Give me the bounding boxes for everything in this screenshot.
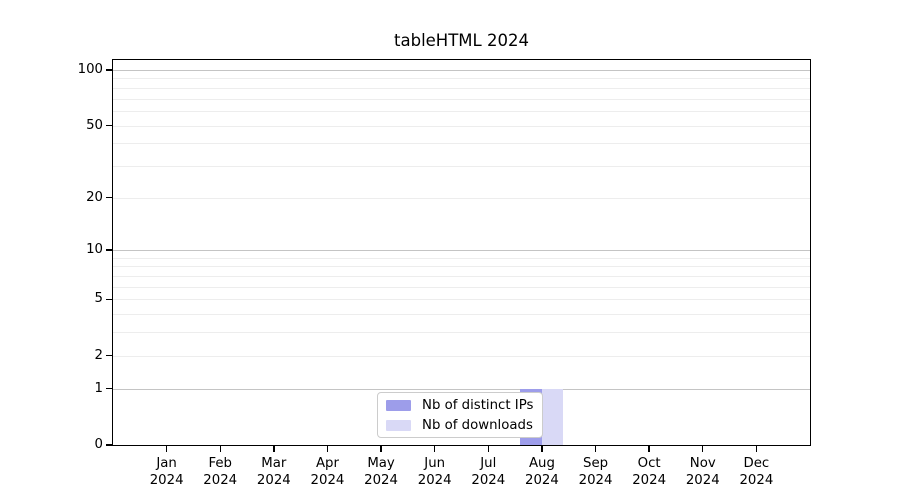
legend-item-distinct-ips: Nb of distinct IPs — [386, 395, 542, 415]
x-label-month: Jan — [156, 456, 177, 471]
x-label-month: Dec — [743, 456, 770, 471]
minor-gridline — [113, 78, 810, 80]
x-label-year: 2024 — [471, 473, 506, 488]
y-axis-tick-label: 0 — [94, 437, 103, 452]
minor-gridline — [113, 286, 810, 288]
x-label-year: 2024 — [310, 473, 345, 488]
minor-gridline — [113, 143, 810, 145]
x-label-month: Sep — [583, 456, 609, 471]
x-axis-tick-label: Oct 2024 — [609, 455, 689, 489]
x-axis-tick-label: Mar 2024 — [234, 455, 314, 489]
minor-gridline — [113, 355, 810, 357]
x-label-month: May — [367, 456, 395, 471]
y-axis-tick-label: 2 — [94, 347, 103, 363]
legend-swatch-downloads — [386, 419, 411, 431]
x-label-year: 2024 — [739, 473, 774, 488]
minor-gridline — [113, 266, 810, 268]
y-axis-tick-label: 5 — [94, 291, 103, 307]
x-axis-tick — [487, 445, 489, 452]
y-axis-tick-label: 50 — [86, 117, 103, 133]
minor-gridline — [113, 257, 810, 259]
legend-item-downloads: Nb of downloads — [386, 415, 542, 435]
x-label-year: 2024 — [149, 473, 184, 488]
x-axis-tick — [219, 445, 221, 452]
x-axis-tick — [702, 445, 704, 452]
y-axis-tick-label: 100 — [77, 61, 103, 77]
minor-gridline — [113, 125, 810, 127]
y-axis-tick — [106, 124, 113, 127]
minor-gridline — [113, 299, 810, 301]
x-label-month: Nov — [689, 456, 716, 471]
x-label-year: 2024 — [364, 473, 398, 488]
x-axis-tick — [326, 445, 329, 452]
y-axis-tick — [106, 298, 113, 301]
x-axis-tick — [594, 445, 597, 452]
x-axis-tick-label: Feb 2024 — [180, 455, 260, 489]
x-axis-tick-label: Sep 2024 — [556, 455, 636, 489]
y-axis-tick-label: 20 — [86, 189, 103, 205]
x-axis-tick-label: Nov 2024 — [663, 455, 743, 489]
x-axis-tick-label: Jul 2024 — [448, 455, 528, 489]
y-axis-tick — [106, 196, 113, 199]
legend-swatch-distinct-ips — [386, 399, 411, 411]
minor-gridline — [113, 87, 810, 89]
minor-gridline — [113, 165, 810, 167]
y-axis-tick — [106, 249, 113, 251]
x-axis-tick-label: Apr 2024 — [287, 455, 367, 489]
x-label-month: Mar — [261, 456, 287, 471]
x-label-year: 2024 — [203, 473, 238, 488]
minor-gridline — [113, 276, 810, 278]
minor-gridline — [113, 110, 810, 112]
x-axis-tick-label: May 2024 — [341, 455, 421, 489]
bar-downloads — [541, 388, 564, 445]
x-label-month: Jun — [424, 456, 446, 471]
x-axis-tick — [165, 445, 168, 452]
x-label-month: Aug — [528, 456, 555, 471]
x-axis-tick — [380, 445, 382, 452]
legend-label-distinct-ips: Nb of distinct IPs — [422, 397, 534, 413]
minor-gridline — [113, 332, 810, 334]
y-axis-tick — [106, 387, 113, 390]
legend-label-downloads: Nb of downloads — [422, 417, 533, 433]
x-label-year: 2024 — [525, 473, 559, 488]
legend: Nb of distinct IPs Nb of downloads — [377, 392, 543, 438]
minor-gridline — [113, 314, 810, 316]
x-label-month: Oct — [637, 456, 661, 471]
x-axis-tick — [648, 445, 650, 452]
y-axis-tick — [106, 355, 113, 357]
x-axis-tick-label: Aug 2024 — [502, 455, 582, 489]
major-gridline — [113, 69, 810, 71]
x-axis-tick — [755, 445, 758, 452]
x-label-month: Apr — [315, 456, 339, 471]
minor-gridline — [113, 197, 810, 199]
y-axis-tick — [106, 69, 113, 71]
major-gridline — [113, 250, 810, 252]
minor-gridline — [113, 98, 810, 100]
y-axis-tick-label: 10 — [86, 242, 103, 258]
x-axis-tick — [541, 445, 543, 452]
x-label-month: Feb — [208, 456, 232, 471]
x-label-year: 2024 — [417, 473, 452, 488]
major-gridline — [113, 388, 810, 390]
x-label-year: 2024 — [256, 473, 291, 488]
x-axis-tick — [273, 445, 275, 452]
y-axis-tick-label: 1 — [94, 380, 103, 396]
x-axis-tick-label: Jun 2024 — [395, 455, 475, 489]
x-axis-tick-label: Dec 2024 — [716, 455, 796, 489]
x-label-year: 2024 — [685, 473, 720, 488]
y-axis-tick — [106, 444, 113, 446]
x-axis-tick — [433, 445, 436, 452]
x-label-year: 2024 — [578, 473, 613, 488]
plot-area — [113, 60, 810, 445]
x-label-month: Jul — [480, 456, 497, 471]
x-axis-tick-label: Jan 2024 — [127, 455, 207, 489]
chart-title: tableHTML 2024 — [394, 31, 529, 50]
x-label-year: 2024 — [632, 473, 667, 488]
